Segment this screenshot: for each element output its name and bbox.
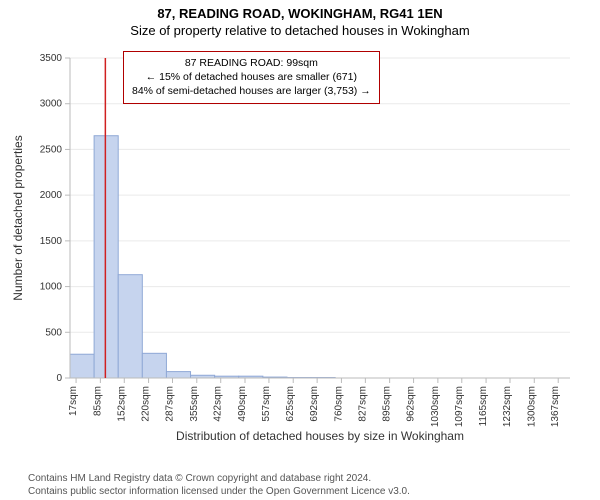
svg-text:1500: 1500	[40, 236, 63, 247]
svg-text:2500: 2500	[40, 144, 63, 155]
svg-text:85sqm: 85sqm	[92, 386, 103, 416]
svg-text:3000: 3000	[40, 99, 63, 110]
annotation-line-1: 87 READING ROAD: 99sqm	[132, 56, 371, 70]
y-axis-label: Number of detached properties	[11, 135, 25, 300]
svg-text:962sqm: 962sqm	[406, 386, 417, 422]
x-axis-label: Distribution of detached houses by size …	[176, 429, 464, 443]
histogram-bar	[166, 372, 190, 378]
svg-text:827sqm: 827sqm	[357, 386, 368, 422]
annotation-line-2: ← 15% of detached houses are smaller (67…	[132, 70, 371, 84]
chart-title-block: 87, READING ROAD, WOKINGHAM, RG41 1EN Si…	[0, 0, 600, 38]
histogram-bar	[142, 353, 166, 378]
annotation-line-3: 84% of semi-detached houses are larger (…	[132, 84, 371, 98]
footer-attribution: Contains HM Land Registry data © Crown c…	[0, 473, 600, 498]
svg-text:760sqm: 760sqm	[333, 386, 344, 422]
annotation-box: 87 READING ROAD: 99sqm ← 15% of detached…	[123, 51, 380, 104]
chart-title-subtitle: Size of property relative to detached ho…	[0, 23, 600, 38]
chart-title-address: 87, READING ROAD, WOKINGHAM, RG41 1EN	[0, 6, 600, 21]
svg-text:895sqm: 895sqm	[382, 386, 393, 422]
svg-text:1030sqm: 1030sqm	[430, 386, 441, 427]
svg-text:0: 0	[56, 373, 62, 384]
footer-line-2: Contains public sector information licen…	[28, 486, 600, 499]
svg-text:220sqm: 220sqm	[141, 386, 152, 422]
svg-text:557sqm: 557sqm	[261, 386, 272, 422]
histogram-svg: 0 500 1000 1500 2000 2500 3000 3500 17sqm 85sqm 15…	[0, 44, 600, 454]
svg-text:500: 500	[45, 327, 62, 338]
svg-text:2000: 2000	[40, 190, 63, 201]
svg-text:287sqm: 287sqm	[165, 386, 176, 422]
histogram-bar	[118, 275, 142, 378]
svg-text:152sqm: 152sqm	[116, 386, 127, 422]
svg-text:1232sqm: 1232sqm	[502, 386, 513, 427]
svg-text:1367sqm: 1367sqm	[550, 386, 561, 427]
svg-text:692sqm: 692sqm	[309, 386, 320, 422]
svg-text:625sqm: 625sqm	[285, 386, 296, 422]
svg-text:355sqm: 355sqm	[189, 386, 200, 422]
histogram-bar	[94, 136, 118, 378]
svg-text:490sqm: 490sqm	[237, 386, 248, 422]
svg-text:3500: 3500	[40, 53, 63, 64]
svg-text:17sqm: 17sqm	[68, 386, 79, 416]
chart-area: 0 500 1000 1500 2000 2500 3000 3500 17sqm 85sqm 15…	[0, 44, 600, 454]
svg-text:1165sqm: 1165sqm	[478, 386, 489, 426]
svg-text:1097sqm: 1097sqm	[454, 386, 465, 427]
footer-line-1: Contains HM Land Registry data © Crown c…	[28, 473, 600, 486]
svg-text:1000: 1000	[40, 282, 63, 293]
svg-text:422sqm: 422sqm	[213, 386, 224, 422]
svg-text:1300sqm: 1300sqm	[526, 386, 537, 427]
histogram-bar	[70, 354, 94, 378]
